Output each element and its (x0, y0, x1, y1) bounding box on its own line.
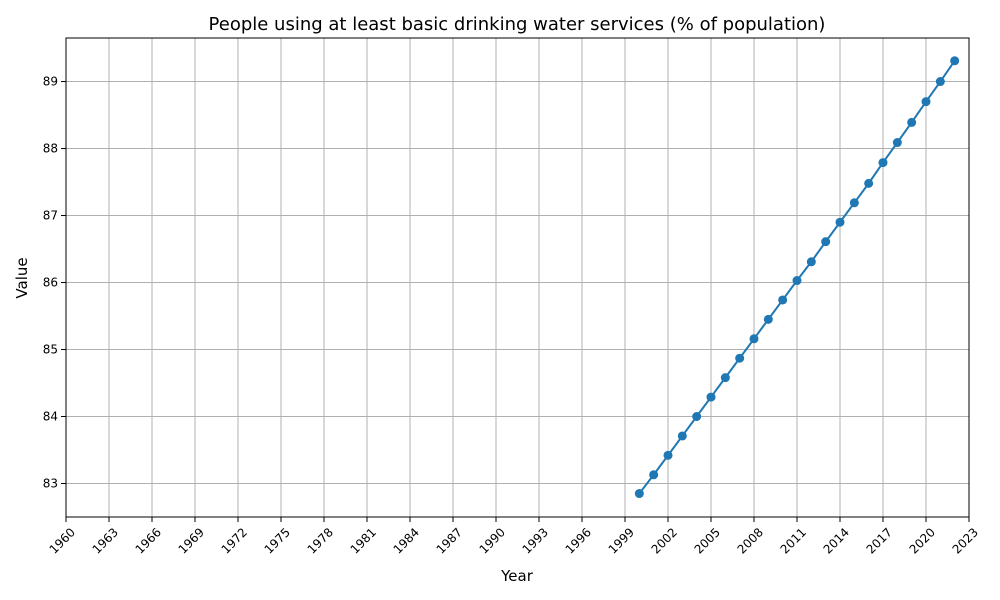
x-tick-label: 2005 (692, 525, 723, 556)
x-tick-label: 1999 (606, 525, 637, 556)
x-tick-label: 1984 (391, 525, 422, 556)
y-tick-label: 89 (43, 75, 58, 89)
x-tick-label: 2017 (864, 525, 895, 556)
x-tick-label: 2020 (907, 525, 938, 556)
data-point (835, 217, 845, 227)
plot-area-frame (65, 37, 970, 518)
y-tick-label: 88 (43, 142, 58, 156)
x-tick-label: 1975 (262, 525, 293, 556)
data-point (677, 431, 687, 441)
data-point (720, 373, 730, 383)
data-point (864, 178, 874, 188)
y-tick-label: 83 (43, 477, 58, 491)
data-point (634, 489, 644, 499)
data-point (663, 450, 673, 460)
x-tick-label: 1972 (219, 525, 250, 556)
data-point (878, 158, 888, 168)
x-tick-label: 1993 (520, 525, 551, 556)
data-point (692, 412, 702, 422)
chart-title: People using at least basic drinking wat… (209, 14, 826, 35)
y-tick-label: 87 (43, 209, 58, 223)
x-tick-label: 1966 (133, 525, 164, 556)
data-point (907, 117, 917, 127)
x-tick-label: 1996 (563, 525, 594, 556)
x-tick-label: 2011 (778, 525, 809, 556)
y-tick-label: 86 (43, 276, 58, 290)
data-point (735, 353, 745, 363)
data-point (892, 138, 902, 148)
x-tick-label: 2008 (735, 525, 766, 556)
y-axis-label: Value (13, 257, 31, 298)
data-point (950, 56, 960, 66)
y-tick-label: 85 (43, 343, 58, 357)
data-point (921, 97, 931, 107)
data-point (778, 295, 788, 305)
x-tick-label: 2002 (649, 525, 680, 556)
data-point (706, 392, 716, 402)
x-tick-label: 1969 (176, 525, 207, 556)
x-tick-label: 1990 (477, 525, 508, 556)
x-tick-label: 2023 (950, 525, 981, 556)
x-tick-label: 1978 (305, 525, 336, 556)
data-point (821, 237, 831, 247)
x-tick-label: 2014 (821, 525, 852, 556)
x-tick-label: 1963 (90, 525, 121, 556)
y-axis-ticks: 83 84 85 86 87 88 89 (43, 75, 66, 491)
data-point (749, 334, 759, 344)
x-tick-label: 1981 (348, 525, 379, 556)
x-tick-label: 1987 (434, 525, 465, 556)
data-point (649, 470, 659, 480)
y-tick-label: 84 (43, 410, 58, 424)
x-axis-ticks: 1960 1963 1966 1969 1972 1975 1978 1981 1984 1987… (47, 517, 981, 557)
x-axis-label: Year (500, 567, 534, 585)
data-point (806, 257, 816, 267)
data-point (935, 77, 945, 87)
series (634, 56, 960, 499)
data-point (792, 276, 802, 286)
data-point (849, 198, 859, 208)
grid (65, 38, 970, 517)
x-tick-label: 1960 (47, 525, 78, 556)
data-point (763, 314, 773, 324)
